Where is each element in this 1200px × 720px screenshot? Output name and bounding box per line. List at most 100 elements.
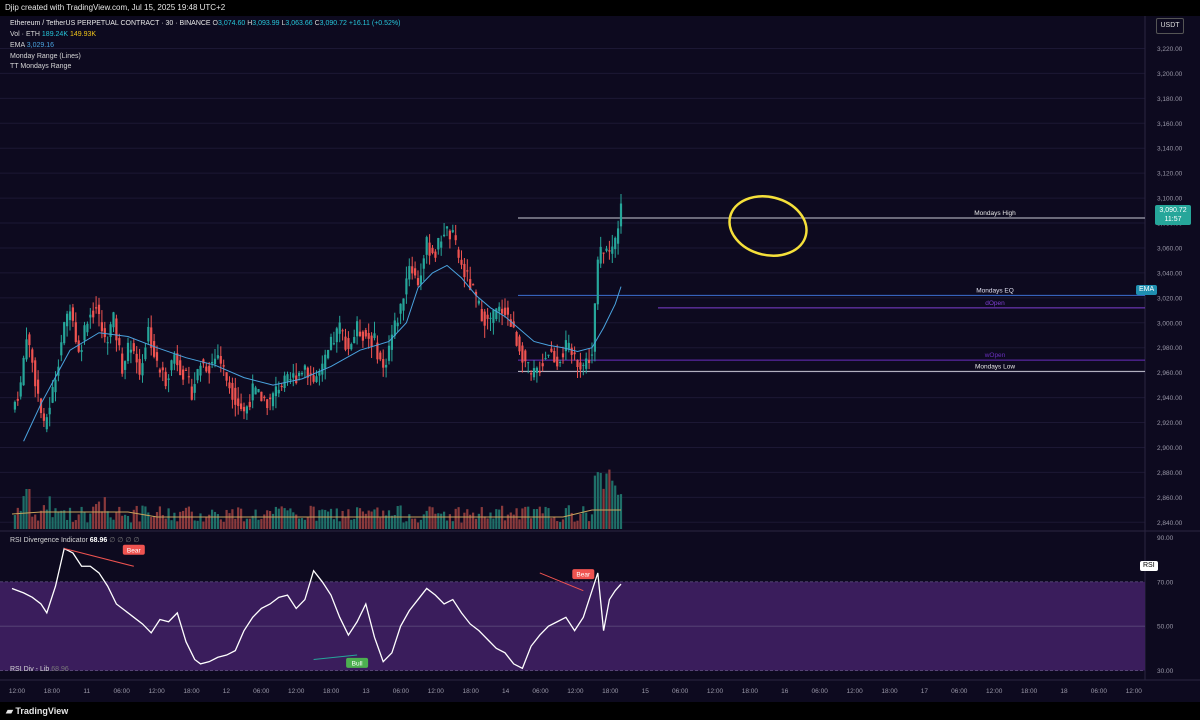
candle-body [547, 354, 550, 356]
time-tick: 06:00 [812, 688, 829, 695]
low-value: 3,063.66 [285, 20, 313, 27]
rsi-signal-label-bg [346, 657, 369, 668]
volume-bar [576, 520, 579, 529]
volume-bar [95, 504, 98, 529]
rsi-panel: Bear Bull Bear 90.00 70.00 50.00 30.00 [0, 535, 1174, 675]
candle-body [373, 333, 376, 339]
candle-body [31, 349, 34, 363]
candle-body [48, 407, 51, 415]
volume-bar [112, 519, 115, 529]
candle-body [22, 357, 25, 386]
high-value: 3,093.99 [252, 20, 280, 27]
candle-body [393, 320, 396, 336]
volume-bar [559, 521, 562, 529]
candle-body [379, 352, 382, 360]
candle-body [361, 331, 364, 341]
volume-bar [599, 472, 602, 529]
time-tick: 12 [223, 688, 231, 695]
volume-bar [121, 515, 124, 529]
tradingview-logo[interactable]: ▰ TradingView [6, 706, 68, 717]
price-tick: 2,940.00 [1157, 395, 1183, 402]
volume-bar [66, 519, 69, 529]
volume-bar [173, 512, 176, 529]
volume-bar [141, 505, 144, 529]
volume-bar [303, 519, 306, 529]
volume-value-a: 189.24K [41, 31, 68, 38]
candle-body [124, 361, 127, 370]
volume-bar [437, 513, 440, 529]
candle-body [42, 413, 45, 421]
volume-bar [292, 512, 295, 529]
volume-bar [390, 515, 393, 529]
candle-body [492, 310, 495, 323]
volume-bar [515, 508, 518, 529]
volume-bar [466, 509, 469, 529]
candle-body [608, 250, 611, 252]
candle-body [356, 321, 359, 337]
range-levels: Mondays High Mondays EQ dOpen wOpen Mondays … [518, 210, 1145, 372]
candle-body [480, 309, 483, 322]
volume-bar [254, 509, 257, 529]
candle-body [112, 312, 115, 328]
volume-bar [34, 514, 37, 529]
volume-bar [341, 510, 344, 529]
volume-bar [138, 521, 141, 529]
volume-bar [451, 521, 454, 529]
candle-body [213, 358, 217, 365]
volume-bar [347, 509, 350, 529]
candle-body [303, 365, 306, 370]
volume-bar [222, 521, 225, 529]
volume-bar [590, 514, 594, 529]
volume-bar [216, 514, 219, 529]
volume-bar [263, 514, 266, 529]
candle-body [535, 367, 538, 374]
time-tick: 12:00 [707, 688, 724, 695]
volume-bar [205, 517, 208, 529]
candle-body [619, 203, 623, 227]
volume-bar [231, 509, 234, 529]
volume-bar [286, 510, 289, 529]
volume-bar [382, 510, 385, 529]
price-chart[interactable]: Mondays High Mondays EQ dOpen wOpen Mondays … [0, 0, 1200, 702]
time-tick: 13 [362, 688, 370, 695]
volume-bar [503, 520, 507, 529]
volume-bar [74, 520, 77, 529]
candle-body [347, 338, 350, 349]
candle-body [483, 311, 486, 326]
candle-body [63, 322, 66, 344]
candle-body [187, 376, 190, 378]
volume-bar [161, 515, 164, 529]
volume-bar [527, 506, 530, 529]
volume-bar [556, 521, 559, 529]
volume-bar [190, 511, 193, 529]
volume-bar [103, 497, 106, 529]
volume-bar [164, 518, 167, 529]
price-tick: 3,160.00 [1157, 121, 1183, 128]
volume-bar [445, 520, 449, 529]
candle-body [147, 326, 150, 342]
candle-body [573, 352, 576, 355]
volume-bar [48, 496, 51, 529]
currency-button[interactable]: USDT [1156, 18, 1184, 34]
volume-bar [176, 521, 179, 529]
volume-bar [80, 506, 83, 529]
candle-body [176, 353, 179, 366]
time-tick: 17 [921, 688, 929, 695]
volume-bar [376, 507, 379, 529]
candle-body [350, 344, 353, 350]
volume-bar [277, 508, 280, 529]
price-tick: 2,880.00 [1157, 470, 1183, 477]
volume-bar [132, 509, 135, 529]
rsi-signal-label: Bull [352, 660, 363, 667]
candle-body [376, 342, 379, 360]
candles [13, 193, 623, 433]
rsi-lib-legend: RSI Div - Lib 68.96 [10, 666, 69, 673]
time-tick: 12:00 [986, 688, 1003, 695]
volume-bar [422, 514, 425, 529]
level-label: Mondays High [974, 210, 1016, 217]
candle-body [234, 387, 237, 405]
volume-bar [512, 514, 515, 529]
volume-bar [402, 522, 405, 529]
candle-body [283, 375, 286, 389]
volume-bar [431, 507, 434, 529]
